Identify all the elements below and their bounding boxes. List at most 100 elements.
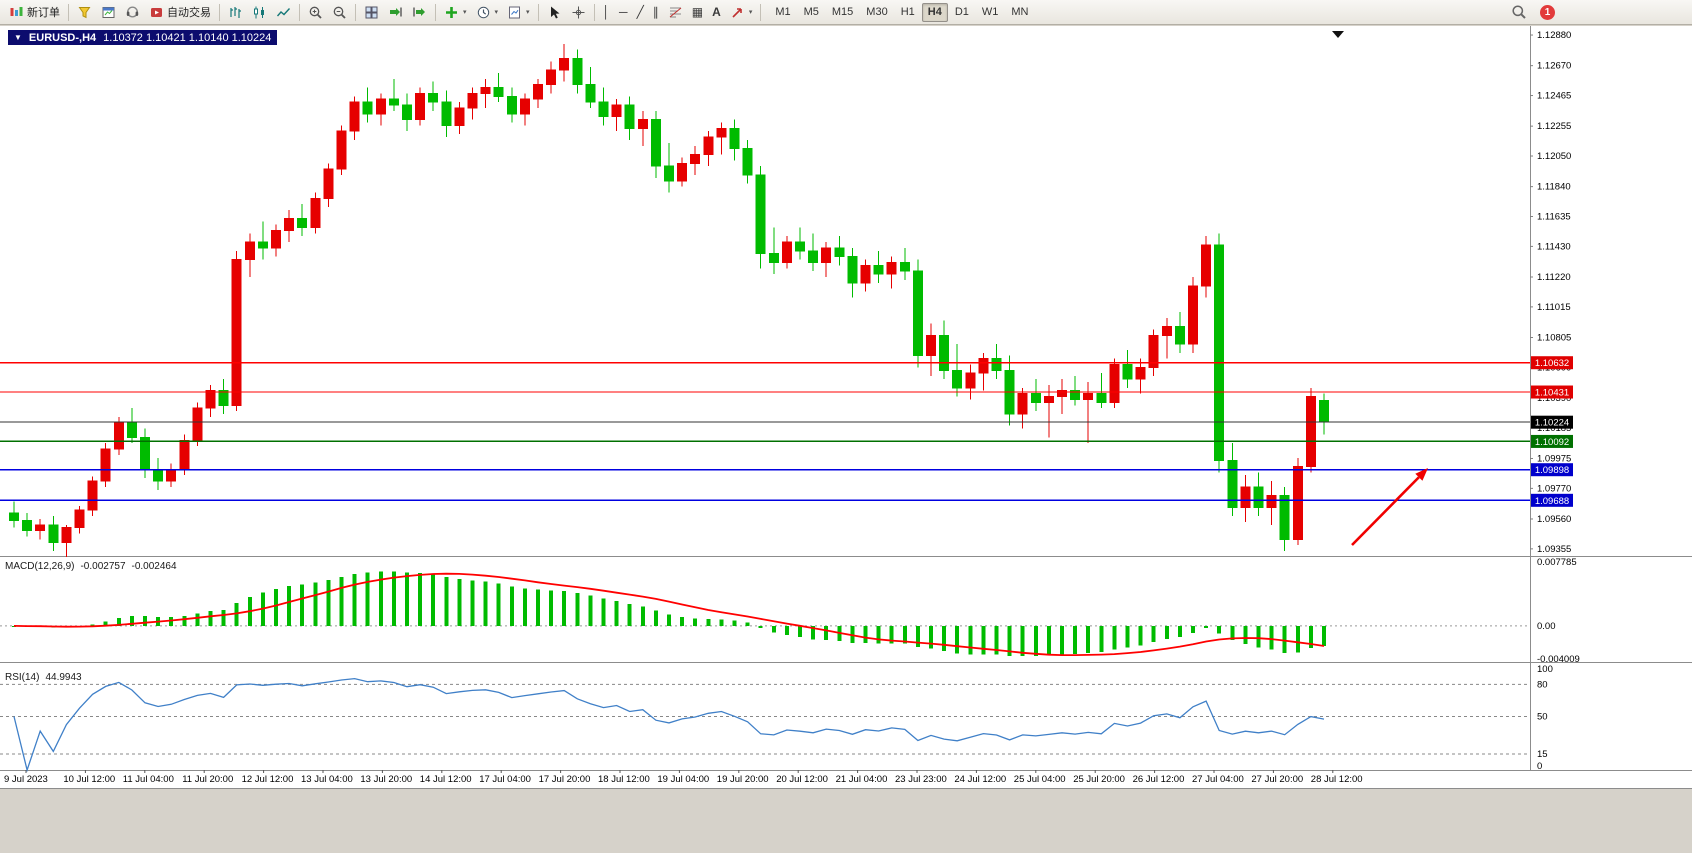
chart-background[interactable] <box>0 26 1692 788</box>
candle <box>22 513 33 537</box>
trendline-button[interactable]: ╱ <box>633 2 648 23</box>
macd-value-signal: -0.002464 <box>131 561 177 572</box>
candle <box>297 204 308 237</box>
price-tag-label: 1.10632 <box>1535 358 1569 369</box>
chevron-down-icon: ▾ <box>526 9 530 16</box>
candle <box>375 93 386 126</box>
timeframe-button-h1[interactable]: H1 <box>895 3 921 22</box>
candle <box>1201 236 1212 298</box>
macd-label: MACD(12,26,9) -0.002757 -0.002464 <box>5 561 177 572</box>
candle <box>926 323 936 377</box>
clock-icon <box>477 6 489 18</box>
horizontal-line[interactable]: 1.10632 <box>0 356 1573 370</box>
shapes-button[interactable]: ▦ <box>688 2 707 23</box>
candle <box>336 125 347 175</box>
timeframe-button-mn[interactable]: MN <box>1005 3 1034 22</box>
channel-button[interactable]: ∥ <box>649 2 663 23</box>
text-button[interactable]: A <box>708 2 725 23</box>
chart-canvas[interactable]: 1.12880 1.12670 1.12465 1.12255 1.12050 1.118… <box>0 26 1692 853</box>
candle <box>650 110 661 178</box>
chevron-down-icon: ▾ <box>463 9 467 16</box>
chart-shift-button[interactable] <box>408 2 431 23</box>
periods-button[interactable]: ▾ <box>472 2 503 23</box>
tile-windows-button[interactable] <box>360 2 383 23</box>
price-tag <box>1531 493 1573 507</box>
time-axis-label: 18 Jul 12:00 <box>598 774 650 785</box>
candle <box>768 227 779 275</box>
price-tag-label: 1.10224 <box>1535 418 1569 429</box>
candle <box>546 61 557 94</box>
horizontal-line[interactable]: 1.09688 <box>0 493 1573 507</box>
price-tag-label: 1.09898 <box>1535 465 1569 476</box>
time-axis-label: 20 Jul 12:00 <box>776 774 828 785</box>
vertical-line-button[interactable]: │ <box>599 2 615 23</box>
funnel-icon <box>78 6 91 18</box>
search-icon <box>1512 5 1526 19</box>
auto-scroll-button[interactable] <box>384 2 407 23</box>
market-button[interactable] <box>121 2 144 23</box>
headset-icon <box>126 5 139 18</box>
timeframe-button-h4[interactable]: H4 <box>921 2 948 22</box>
candlestick-chart-button[interactable] <box>248 2 271 23</box>
candle <box>402 93 412 132</box>
horizontal-line[interactable]: 1.10092 <box>0 434 1573 448</box>
candle <box>231 250 242 412</box>
autotrading-button[interactable]: 自动交易 <box>145 2 215 23</box>
metaeditor-button[interactable] <box>73 2 96 23</box>
search-button[interactable] <box>1507 2 1531 23</box>
horizontal-line[interactable]: 1.09898 <box>0 463 1573 477</box>
candle <box>965 364 976 400</box>
cursor-button[interactable] <box>543 2 566 23</box>
price-axis-label: 1.12465 <box>1537 91 1571 102</box>
arrows-button[interactable]: ▾ <box>726 2 757 23</box>
candle <box>454 102 465 135</box>
templates-button[interactable]: ▾ <box>503 2 534 23</box>
candle <box>808 233 819 272</box>
candle <box>1214 233 1225 473</box>
candle <box>218 379 229 415</box>
price-axis-label: 1.09975 <box>1537 453 1571 464</box>
auto-scroll-icon <box>390 7 402 16</box>
timeframe-button-m5[interactable]: M5 <box>798 3 825 22</box>
timeframe-button-d1[interactable]: D1 <box>949 3 975 22</box>
timeframe-button-w1[interactable]: W1 <box>976 3 1005 22</box>
chart-shift-marker[interactable] <box>1332 31 1344 38</box>
toolbar-separator <box>760 3 762 21</box>
time-axis-label: 19 Jul 04:00 <box>657 774 709 785</box>
zoom-out-button[interactable] <box>328 2 351 23</box>
price-tag <box>1531 356 1573 370</box>
zoom-out-icon <box>333 6 346 19</box>
notification-badge[interactable]: 1 <box>1540 4 1555 20</box>
price-tag <box>1531 463 1573 477</box>
new-order-button[interactable]: 新订单 <box>5 2 64 23</box>
price-axis-label: 1.11635 <box>1537 212 1571 223</box>
profiles-button[interactable] <box>97 2 120 23</box>
timeframe-button-m30[interactable]: M30 <box>860 3 893 22</box>
collapse-triangle-icon[interactable]: ▼ <box>14 32 22 42</box>
time-axis-label: 11 Jul 04:00 <box>123 774 174 785</box>
candle <box>87 476 98 517</box>
timeframe-button-m15[interactable]: M15 <box>826 3 859 22</box>
candle <box>1174 311 1185 353</box>
trend-arrow-annotation[interactable] <box>1351 468 1428 546</box>
vertical-line-icon: │ <box>602 5 611 19</box>
candle <box>310 192 321 234</box>
price-axis-label: 1.12670 <box>1537 61 1571 72</box>
timeframe-button-m1[interactable]: M1 <box>769 3 796 22</box>
bar-chart-button[interactable] <box>224 2 247 23</box>
line-chart-button[interactable] <box>272 2 295 23</box>
indicators-button[interactable]: ▾ <box>440 2 471 23</box>
time-axis-label: 25 Jul 04:00 <box>1014 774 1066 785</box>
fibonacci-button[interactable] <box>664 2 687 23</box>
toolbar-separator <box>219 3 220 21</box>
fibonacci-icon <box>669 7 682 17</box>
horizontal-line[interactable]: 1.10224 <box>0 415 1573 429</box>
zoom-in-button[interactable] <box>304 2 327 23</box>
rsi-axis-label: 15 <box>1537 749 1548 760</box>
rsi-value: 44.9943 <box>45 672 82 683</box>
candle <box>100 443 111 487</box>
horizontal-line[interactable]: 1.10431 <box>0 385 1573 399</box>
candle <box>1227 443 1238 517</box>
crosshair-button[interactable] <box>567 2 590 23</box>
horizontal-line-button[interactable]: ─ <box>615 2 632 23</box>
